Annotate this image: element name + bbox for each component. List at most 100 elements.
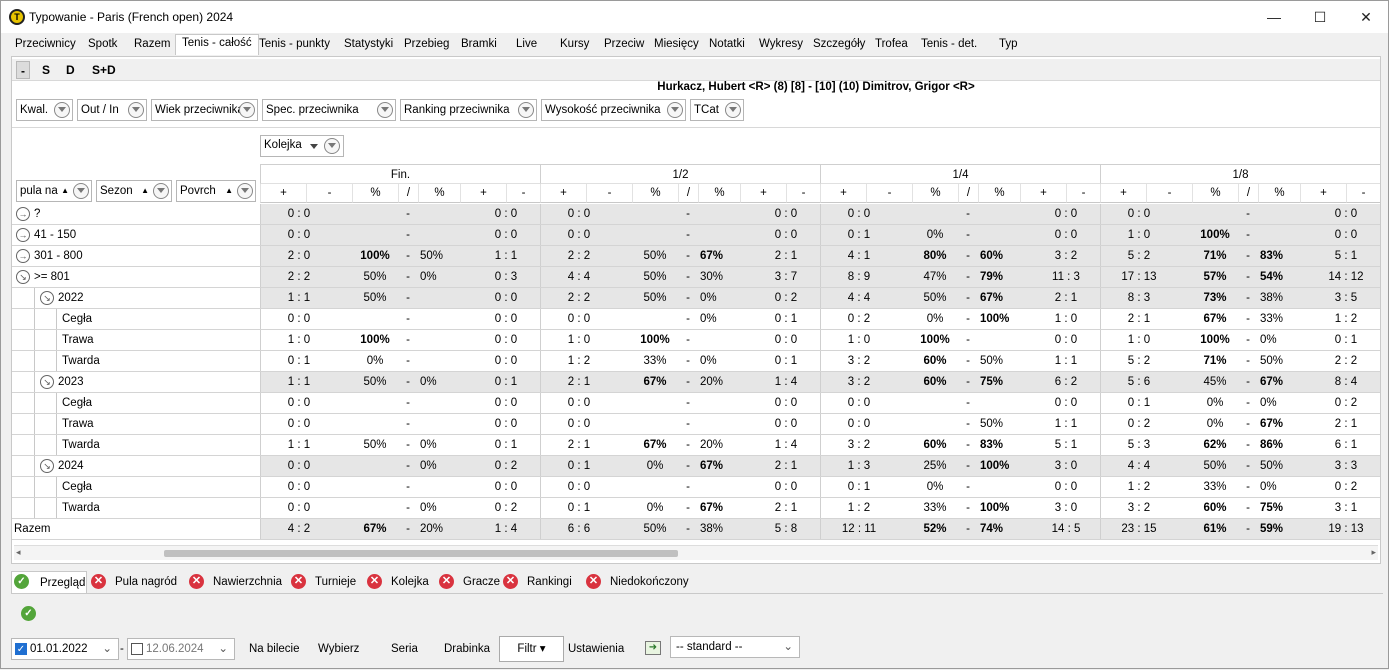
kolejka-dropdown[interactable]: Kolejka (260, 135, 344, 157)
date-from-checkbox[interactable]: ✓ (15, 643, 27, 655)
filter-chip[interactable]: Wysokość przeciwnika (541, 99, 686, 121)
tab-10[interactable]: Przeciw (604, 38, 645, 50)
filter-icon[interactable] (54, 102, 70, 118)
tab-5[interactable]: Statystyki (344, 38, 394, 50)
date-from-field[interactable]: ✓ 01.01.2022 ⌄ (11, 638, 119, 660)
collapse-icon[interactable]: ↘ (16, 270, 30, 284)
tab-4[interactable]: Tenis - punkty (259, 38, 330, 50)
subtab-2[interactable]: D (66, 63, 75, 77)
expand-icon[interactable]: → (16, 249, 30, 263)
minimize-icon[interactable]: — (1267, 9, 1281, 25)
chevron-down-icon[interactable]: ⌄ (102, 643, 112, 655)
tab-7[interactable]: Bramki (461, 38, 497, 50)
column-header[interactable]: + (460, 184, 506, 203)
filter-chip[interactable]: Out / In (77, 99, 147, 121)
column-header[interactable]: - (586, 184, 632, 203)
column-header[interactable]: % (632, 184, 678, 203)
sort-up-icon[interactable]: ▲ (225, 186, 233, 195)
filter-icon[interactable] (324, 138, 340, 154)
tab-11[interactable]: Miesięcy (654, 38, 699, 50)
column-header[interactable]: + (1300, 184, 1346, 203)
povrch-header[interactable]: Povrch ▲ (176, 180, 256, 202)
collapse-icon[interactable]: ↘ (40, 291, 54, 305)
apply-arrow-icon[interactable]: ➜ (645, 641, 661, 655)
column-header[interactable]: / (1238, 184, 1258, 203)
tab-9[interactable]: Kursy (560, 38, 590, 50)
scrollbar-thumb[interactable] (164, 550, 678, 557)
horizontal-scrollbar[interactable]: ◂ ▸ (14, 545, 1378, 560)
tab-14[interactable]: Szczegóły (813, 38, 866, 50)
preset-select[interactable]: -- standard -- ⌄ (670, 636, 800, 658)
na-bilecie-button[interactable]: Na bilecie (249, 643, 300, 655)
filter-chip[interactable]: Wiek przeciwnika (151, 99, 258, 121)
column-header[interactable]: % (1192, 184, 1238, 203)
ustawienia-button[interactable]: Ustawienia (568, 643, 625, 655)
filtr-button[interactable]: Filtr ▾ (499, 636, 564, 662)
column-header[interactable]: + (740, 184, 786, 203)
tab-1[interactable]: Spotk (88, 38, 118, 50)
scroll-right-icon[interactable]: ▸ (1371, 547, 1376, 557)
filter-icon[interactable] (377, 102, 393, 118)
date-to-field[interactable]: 12.06.2024 ⌄ (127, 638, 235, 660)
collapse-icon[interactable]: ↘ (40, 459, 54, 473)
column-header[interactable]: - (506, 184, 540, 203)
tab-13[interactable]: Wykresy (759, 38, 803, 50)
expand-icon[interactable]: → (16, 207, 30, 221)
column-header[interactable]: + (820, 184, 866, 203)
close-icon[interactable]: ✕ (1360, 8, 1372, 25)
filter-icon[interactable] (153, 183, 169, 199)
column-header[interactable]: - (306, 184, 352, 203)
seria-button[interactable]: Seria (391, 643, 418, 655)
column-header[interactable]: % (352, 184, 398, 203)
tab-8[interactable]: Live (516, 38, 538, 50)
filter-icon[interactable] (239, 102, 255, 118)
column-header[interactable]: % (912, 184, 958, 203)
filter-icon[interactable] (725, 102, 741, 118)
tab-0[interactable]: Przeciwnicy (15, 38, 76, 50)
column-header[interactable]: + (260, 184, 306, 203)
column-header[interactable]: % (1258, 184, 1300, 203)
column-header[interactable]: / (958, 184, 978, 203)
tab-12[interactable]: Notatki (709, 38, 745, 50)
tab-16[interactable]: Tenis - det. (921, 38, 978, 50)
pula-header[interactable]: pula na ▲ (16, 180, 92, 202)
filter-icon[interactable] (518, 102, 534, 118)
date-to-checkbox[interactable] (131, 643, 143, 655)
column-header[interactable]: + (1100, 184, 1146, 203)
column-header[interactable]: % (418, 184, 460, 203)
expand-icon[interactable]: → (16, 228, 30, 242)
column-header[interactable]: - (1146, 184, 1192, 203)
filter-icon[interactable] (128, 102, 144, 118)
filter-chip[interactable]: Spec. przeciwnika (262, 99, 396, 121)
filter-chip[interactable]: Ranking przeciwnika (400, 99, 537, 121)
sort-up-icon[interactable]: ▲ (61, 186, 69, 195)
filter-icon[interactable] (667, 102, 683, 118)
column-header[interactable]: - (786, 184, 820, 203)
sort-up-icon[interactable]: ▲ (141, 186, 149, 195)
filter-chip[interactable]: TCat (690, 99, 744, 121)
filter-chip[interactable]: Kwal. (16, 99, 73, 121)
filter-icon[interactable] (73, 183, 89, 199)
column-header[interactable]: + (540, 184, 586, 203)
column-header[interactable]: / (678, 184, 698, 203)
bottom-tab-0[interactable]: ✓ Przegląd (11, 571, 87, 593)
chevron-down-icon[interactable]: ⌄ (218, 643, 228, 655)
filter-icon[interactable] (237, 183, 253, 199)
column-header[interactable]: - (1346, 184, 1380, 203)
column-header[interactable]: - (1066, 184, 1100, 203)
column-header[interactable]: % (698, 184, 740, 203)
tab-2[interactable]: Razem (134, 38, 171, 50)
wybierz-button[interactable]: Wybierz (318, 643, 360, 655)
